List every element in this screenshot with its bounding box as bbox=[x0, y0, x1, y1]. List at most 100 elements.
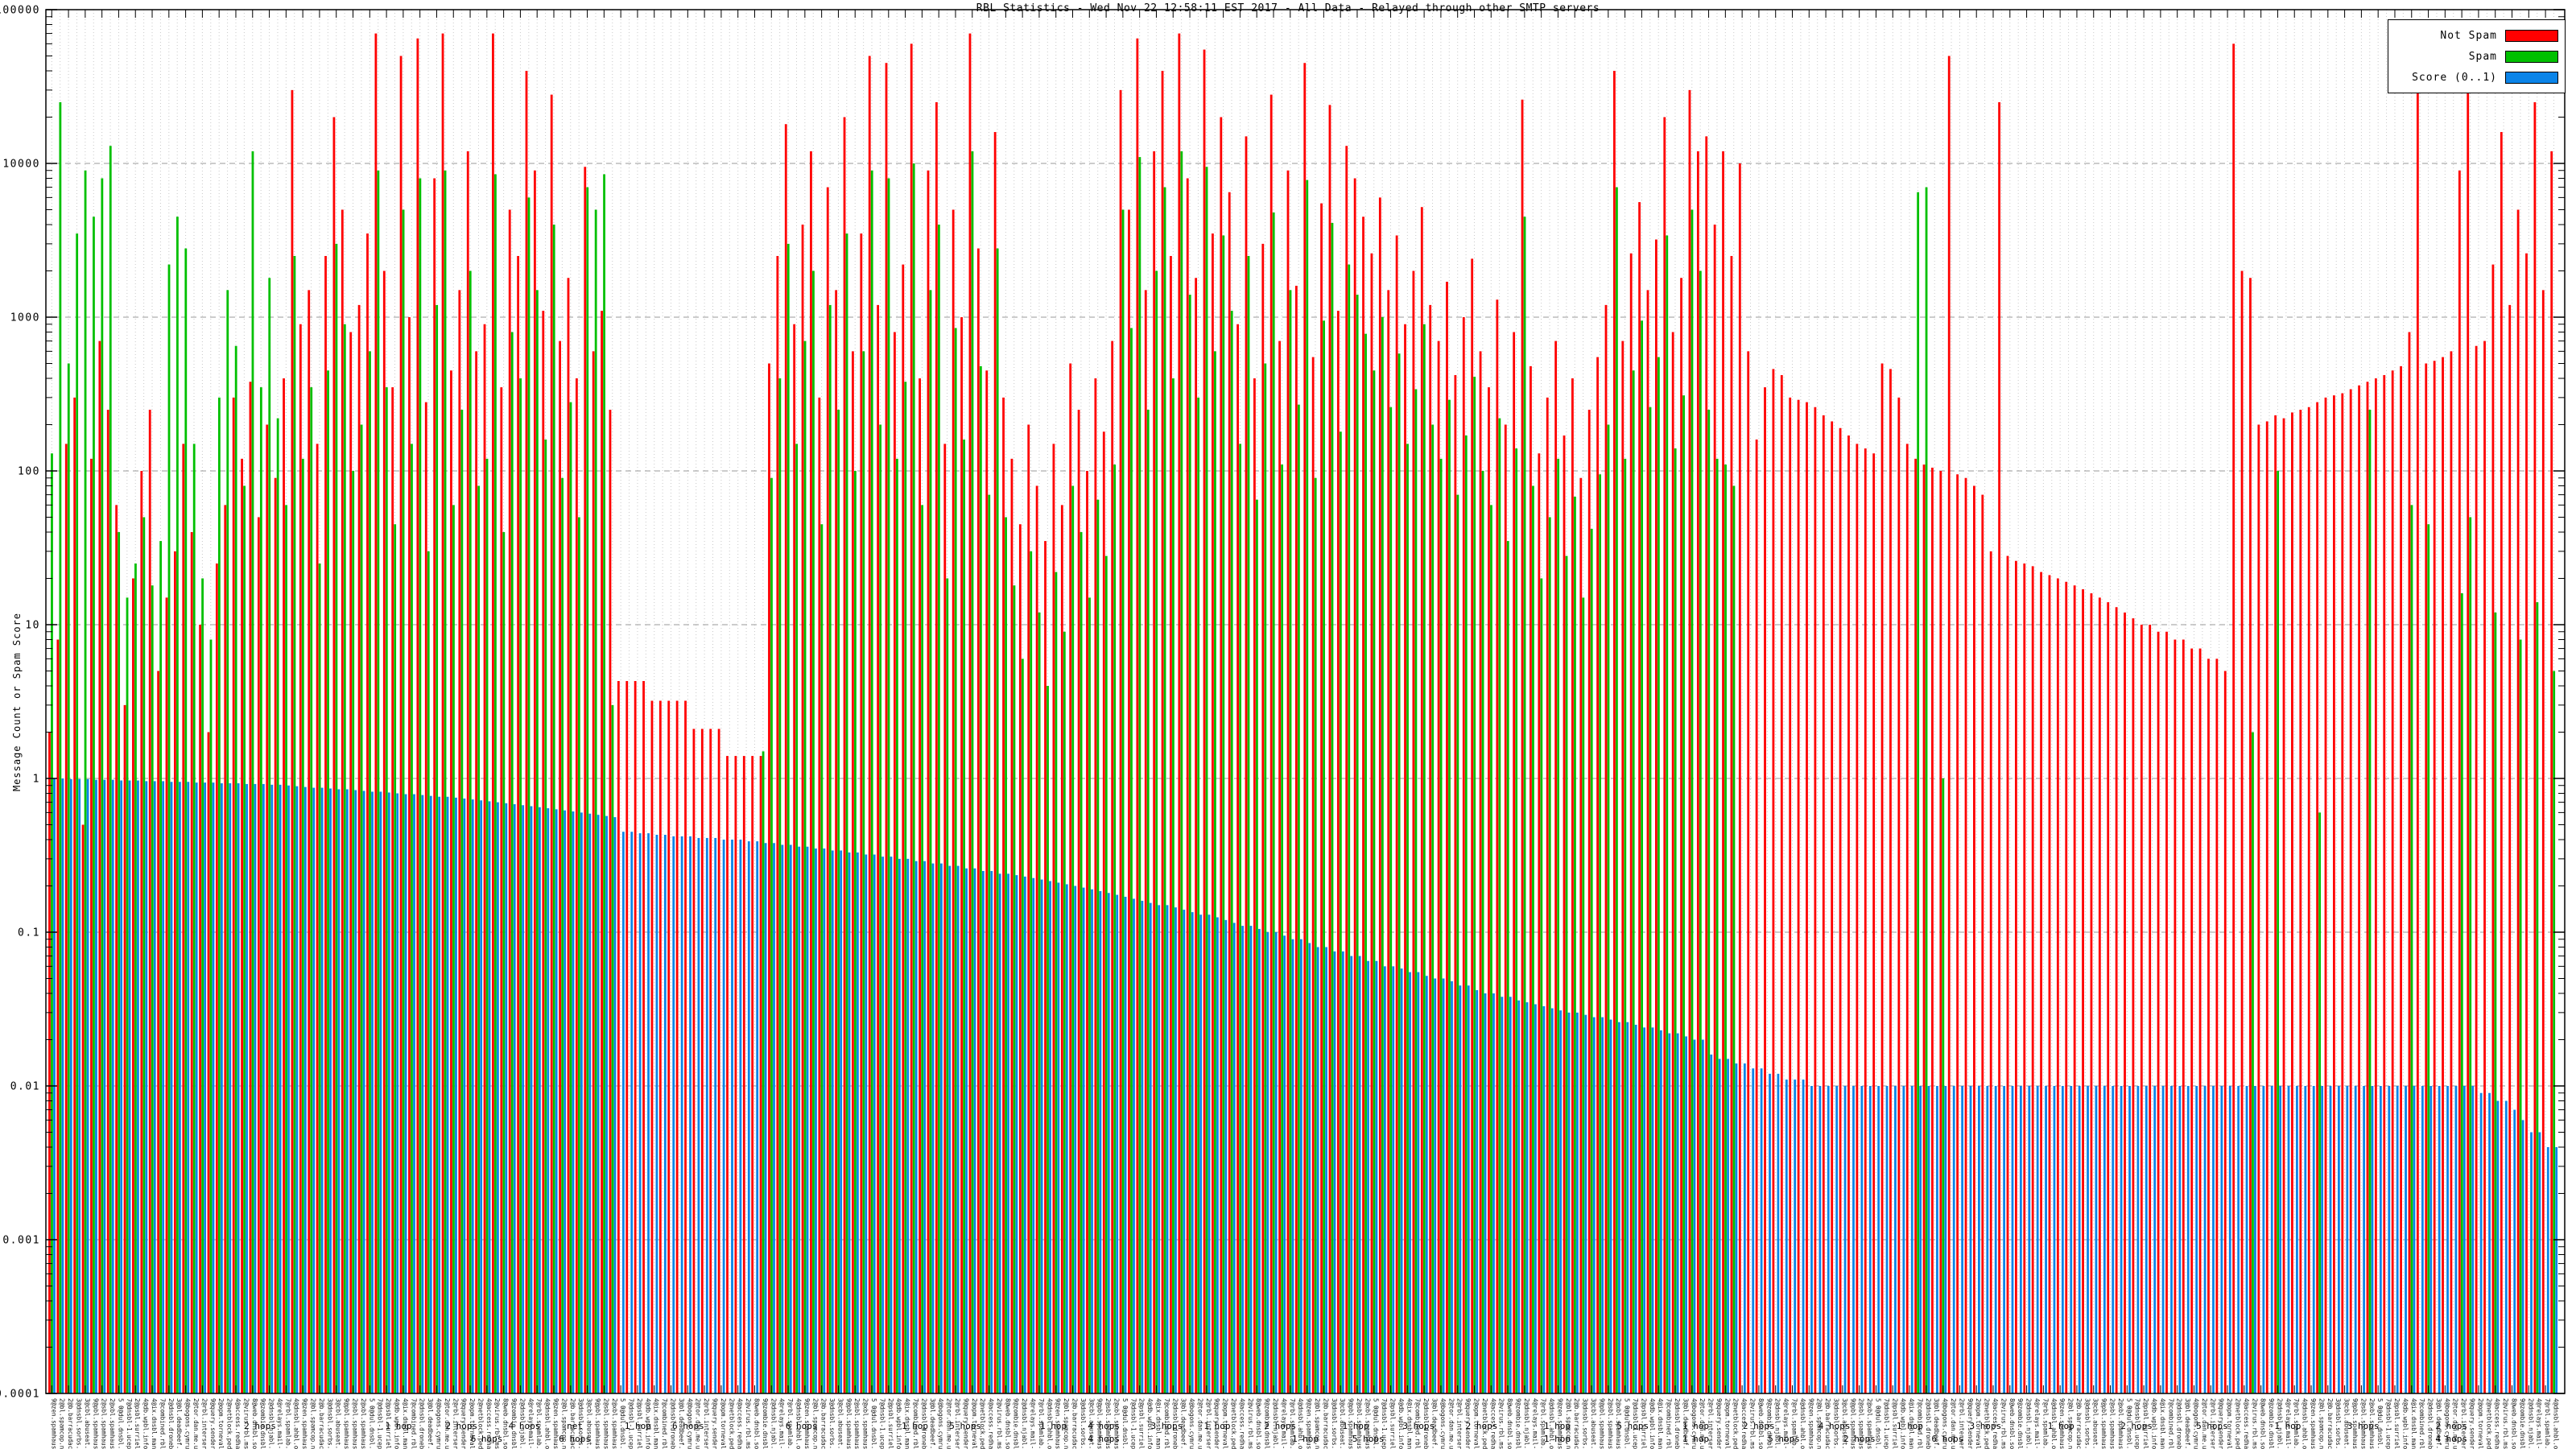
svg-text:2@psbl.surriel.com 5 hops: 2@psbl.surriel.com 5 hops bbox=[1640, 1398, 1647, 1449]
svg-text:9@zombie.dnsbl.sorbs.net 1 hop: 9@zombie.dnsbl.sorbs.net 1 hop bbox=[1264, 1398, 1271, 1449]
svg-text:2@sbl.spamhaus.org 1 hop: 2@sbl.spamhaus.org 1 hop bbox=[1104, 1398, 1112, 1449]
svg-text:2@netblock.pedantic.org 5 hops: 2@netblock.pedantic.org 5 hops bbox=[2485, 1398, 2492, 1449]
svg-text:3@cbl.abuseat.org 4 hops: 3@cbl.abuseat.org 4 hops bbox=[1841, 1398, 1848, 1449]
svg-text:7@dnsbl-1.uceprotect.net 1 hop: 7@dnsbl-1.uceprotect.net 1 hop bbox=[1381, 1398, 1388, 1449]
svg-text:2@netblock.pedantic.org 5 hops: 2@netblock.pedantic.org 5 hops bbox=[1481, 1398, 1488, 1449]
svg-text:3@bl.deadbeef.com 2 hops: 3@bl.deadbeef.com 2 hops bbox=[1180, 1398, 1187, 1449]
svg-text:2@rbl.interserver.net 4 hops: 2@rbl.interserver.net 4 hops bbox=[200, 1398, 208, 1449]
svg-text:9@query.senderbase.org 1 hop: 9@query.senderbase.org 1 hop bbox=[2218, 1398, 2225, 1449]
svg-text:3@bl.deadbeef.com 2 hops: 3@bl.deadbeef.com 2 hops bbox=[2184, 1398, 2191, 1449]
svg-text:8@web.dnsbl.sorbs.net 2 hops: 8@web.dnsbl.sorbs.net 2 hops bbox=[251, 1398, 258, 1449]
svg-text:3@cbl.abuseat.org 4 hops: 3@cbl.abuseat.org 4 hops bbox=[1088, 1398, 1095, 1449]
svg-text:3 hops: 3 hops bbox=[1969, 1421, 2001, 1431]
svg-text:8@web.dnsbl.sorbs.net 2 hops: 8@web.dnsbl.sorbs.net 2 hops bbox=[1004, 1398, 1011, 1449]
svg-text:3@cbl.abuseat.org 4 hops: 3@cbl.abuseat.org 4 hops bbox=[1339, 1398, 1346, 1449]
svg-text:3@dnsbl.sorbs.net 1 hop: 3@dnsbl.sorbs.net 1 hop bbox=[1331, 1398, 1338, 1449]
svg-text:2@tor.dan.me.uk 1 hop: 2@tor.dan.me.uk 1 hop bbox=[444, 1398, 451, 1449]
svg-text:9@zombie.dnsbl.sorbs.net 1 hop: 9@zombie.dnsbl.sorbs.net 1 hop bbox=[259, 1398, 266, 1449]
svg-text:2@psbl.surriel.com 5 hops: 2@psbl.surriel.com 5 hops bbox=[1891, 1398, 1898, 1449]
svg-text:7@combined.rbl.msrbl.net 3 hop: 7@combined.rbl.msrbl.net 3 hops bbox=[2167, 1398, 2174, 1449]
svg-text:2@netblock.pedantic.org 5 hops: 2@netblock.pedantic.org 5 hops bbox=[1732, 1398, 1740, 1449]
svg-text:7@combined.rbl.msrbl.net 3 hop: 7@combined.rbl.msrbl.net 3 hops bbox=[661, 1398, 668, 1449]
svg-text:2@b.barracudacentral.org 3 hop: 2@b.barracudacentral.org 3 hops bbox=[67, 1398, 74, 1449]
svg-text:1 hop: 1 hop bbox=[625, 1421, 651, 1431]
svg-text:3@cbl.abuseat.org 4 hops: 3@cbl.abuseat.org 4 hops bbox=[335, 1398, 342, 1449]
svg-text:2@dnsbl.njabl.org 4 hops: 2@dnsbl.njabl.org 4 hops bbox=[1774, 1398, 1781, 1449]
svg-text:9@zen.spamhaus.org 1 hop: 9@zen.spamhaus.org 1 hop bbox=[1055, 1398, 1062, 1449]
svg-text:2@b.barracudacentral.org 3 hop: 2@b.barracudacentral.org 3 hops bbox=[1071, 1398, 1079, 1449]
svg-text:2@tor.dan.me.uk 1 hop: 2@tor.dan.me.uk 1 hop bbox=[2452, 1398, 2459, 1449]
svg-text:3@bl.deadbeef.com 2 hops: 3@bl.deadbeef.com 2 hops bbox=[929, 1398, 936, 1449]
svg-text:2@psbl.surriel.com 5 hops: 2@psbl.surriel.com 5 hops bbox=[2142, 1398, 2149, 1449]
svg-text:2@dnsbl.njabl.org 4 hops: 2@dnsbl.njabl.org 4 hops bbox=[268, 1398, 275, 1449]
svg-text:4@ix.dnsbl.manitu.net 1 hop: 4@ix.dnsbl.manitu.net 1 hop bbox=[653, 1398, 660, 1449]
svg-text:2@rbl.interserver.net 4 hops: 2@rbl.interserver.net 4 hops bbox=[452, 1398, 459, 1449]
svg-text:2@tor.dan.me.uk 1 hop: 2@tor.dan.me.uk 1 hop bbox=[1196, 1398, 1203, 1449]
svg-text:3@bl.deadbeef.com 2 hops: 3@bl.deadbeef.com 2 hops bbox=[1933, 1398, 1940, 1449]
svg-text:2@tor.dan.me.uk 1 hop: 2@tor.dan.me.uk 1 hop bbox=[1699, 1398, 1706, 1449]
svg-text:4@db.wpbl.info 2 hops: 4@db.wpbl.info 2 hops bbox=[1900, 1398, 1907, 1449]
svg-text:0.1: 0.1 bbox=[18, 927, 40, 939]
svg-text:9@pbl.spamhaus.org 2 hops: 9@pbl.spamhaus.org 2 hops bbox=[1348, 1398, 1355, 1449]
svg-text:4@db.wpbl.info 2 hops: 4@db.wpbl.info 2 hops bbox=[644, 1398, 651, 1449]
svg-text:2@bl.spamcop.net 2 hops: 2@bl.spamcop.net 2 hops bbox=[310, 1398, 317, 1449]
svg-text:4@db.wpbl.info 2 hops: 4@db.wpbl.info 2 hops bbox=[2401, 1398, 2409, 1449]
svg-text:2@dnsbl.dronebl.org 1 hop: 2@dnsbl.dronebl.org 1 hop bbox=[167, 1398, 175, 1449]
svg-text:2@bl.spamcop.net 2 hops: 2@bl.spamcop.net 2 hops bbox=[1063, 1398, 1070, 1449]
svg-text:4@relays.mail-abuse.org 2 hops: 4@relays.mail-abuse.org 2 hops bbox=[1030, 1398, 1037, 1449]
svg-text:2@dnsbl.njabl.org 4 hops: 2@dnsbl.njabl.org 4 hops bbox=[2025, 1398, 2033, 1449]
svg-text:100000: 100000 bbox=[0, 5, 40, 17]
svg-text:4@relays.mail-abuse.org 2 hops: 4@relays.mail-abuse.org 2 hops bbox=[2033, 1398, 2041, 1449]
legend-label-score: Score (0..1) bbox=[2412, 71, 2497, 84]
svg-text:7@rbl.spamlab.com 1 hop: 7@rbl.spamlab.com 1 hop bbox=[2293, 1398, 2300, 1449]
svg-text:3@dnsbl.sorbs.net 1 hop: 3@dnsbl.sorbs.net 1 hop bbox=[326, 1398, 333, 1449]
svg-text:2 hops: 2 hops bbox=[2120, 1421, 2153, 1431]
svg-text:4@bogons.cymru.com 6 hops: 4@bogons.cymru.com 6 hops bbox=[1690, 1398, 1698, 1449]
svg-text:net: net bbox=[567, 1421, 583, 1431]
svg-text:2@rbl.interserver.net 4 hops: 2@rbl.interserver.net 4 hops bbox=[2209, 1398, 2216, 1449]
svg-text:3@dnsbl.sorbs.net 1 hop: 3@dnsbl.sorbs.net 1 hop bbox=[1832, 1398, 1839, 1449]
svg-text:2@dnsbl.dronebl.org 1 hop: 2@dnsbl.dronebl.org 1 hop bbox=[419, 1398, 426, 1449]
svg-text:3 hops: 3 hops bbox=[1151, 1421, 1183, 1431]
svg-text:2@opm.tornevall.org 2 hops: 2@opm.tornevall.org 2 hops bbox=[2226, 1398, 2233, 1449]
svg-text:4@bogons.cymru.com 6 hops: 4@bogons.cymru.com 6 hops bbox=[1439, 1398, 1447, 1449]
svg-text:2@bl.spamcop.net 2 hops: 2@bl.spamcop.net 2 hops bbox=[2318, 1398, 2325, 1449]
svg-text:2@sbl.spamhaus.org 1 hop: 2@sbl.spamhaus.org 1 hop bbox=[1858, 1398, 1865, 1449]
svg-text:2@xbl.spamhaus.org 6 hops: 2@xbl.spamhaus.org 6 hops bbox=[2117, 1398, 2124, 1449]
svg-text:9@zombie.dnsbl.sorbs.net 1 hop: 9@zombie.dnsbl.sorbs.net 1 hop bbox=[1013, 1398, 1020, 1449]
svg-text:4 hops: 4 hops bbox=[1088, 1434, 1120, 1444]
svg-text:2@dnsbl.dronebl.org 1 hop: 2@dnsbl.dronebl.org 1 hop bbox=[1925, 1398, 1932, 1449]
svg-text:0.01: 0.01 bbox=[10, 1081, 40, 1093]
legend-row-spam: Spam bbox=[2393, 46, 2558, 67]
svg-text:2@tor.dan.me.uk 1 hop: 2@tor.dan.me.uk 1 hop bbox=[946, 1398, 953, 1449]
svg-text:2@dnsbl.dronebl.org 1 hop: 2@dnsbl.dronebl.org 1 hop bbox=[2427, 1398, 2434, 1449]
svg-text:2@b.barracudacentral.org 3 hop: 2@b.barracudacentral.org 3 hops bbox=[1824, 1398, 1831, 1449]
svg-text:8@web.dnsbl.sorbs.net 2 hops: 8@web.dnsbl.sorbs.net 2 hops bbox=[502, 1398, 510, 1449]
svg-text:9@zombie.dnsbl.sorbs.net 1 hop: 9@zombie.dnsbl.sorbs.net 1 hop bbox=[1514, 1398, 1521, 1449]
svg-text:4@access.redhawk.org 1 hop: 4@access.redhawk.org 1 hop bbox=[485, 1398, 493, 1449]
svg-text:2@sbl.spamhaus.org 1 hop: 2@sbl.spamhaus.org 1 hop bbox=[2359, 1398, 2367, 1449]
svg-text:5 hops: 5 hops bbox=[949, 1421, 981, 1431]
svg-text:2@bl.spamcop.net 2 hops: 2@bl.spamcop.net 2 hops bbox=[1816, 1398, 1823, 1449]
svg-text:9@query.senderbase.org 1 hop: 9@query.senderbase.org 1 hop bbox=[2469, 1398, 2476, 1449]
svg-text:2@opm.tornevall.org 2 hops: 2@opm.tornevall.org 2 hops bbox=[1222, 1398, 1229, 1449]
chart-title: RBL Statistics - Wed Nov 22 12:58:11 EST… bbox=[976, 2, 1600, 14]
svg-text:1 hop: 1 hop bbox=[1292, 1434, 1319, 1444]
svg-text:9@zen.spamhaus.org 1 hop: 9@zen.spamhaus.org 1 hop bbox=[803, 1398, 811, 1449]
svg-text:3@cbl.abuseat.org 4 hops: 3@cbl.abuseat.org 4 hops bbox=[586, 1398, 593, 1449]
svg-text:10: 10 bbox=[25, 620, 40, 632]
svg-text:3@cbl.abuseat.org 4 hops: 3@cbl.abuseat.org 4 hops bbox=[836, 1398, 844, 1449]
svg-text:4@dnsbl.ahbl.org 5 hops: 4@dnsbl.ahbl.org 5 hops bbox=[1548, 1398, 1555, 1449]
svg-text:2@netblock.pedantic.org 5 hops: 2@netblock.pedantic.org 5 hops bbox=[1230, 1398, 1237, 1449]
svg-text:7@combined.rbl.msrbl.net 3 hop: 7@combined.rbl.msrbl.net 3 hops bbox=[410, 1398, 417, 1449]
svg-text:2@xbl.spamhaus.org 6 hops: 2@xbl.spamhaus.org 6 hops bbox=[109, 1398, 116, 1449]
svg-text:5 0@dul.dnsbl.sorbs.net 2 hops: 5 0@dul.dnsbl.sorbs.net 2 hops bbox=[2376, 1398, 2384, 1449]
svg-text:2@dnsbl.njabl.org 4 hops: 2@dnsbl.njabl.org 4 hops bbox=[770, 1398, 777, 1449]
svg-text:3@dnsbl.sorbs.net 1 hop: 3@dnsbl.sorbs.net 1 hop bbox=[1080, 1398, 1087, 1449]
svg-text:3@dnsbl.sorbs.net 1 hop: 3@dnsbl.sorbs.net 1 hop bbox=[1582, 1398, 1589, 1449]
svg-text:2 hops: 2 hops bbox=[1743, 1421, 1775, 1431]
svg-text:3@bl.deadbeef.com 2 hops: 3@bl.deadbeef.com 2 hops bbox=[427, 1398, 434, 1449]
svg-text:4@relays.mail-abuse.org 2 hops: 4@relays.mail-abuse.org 2 hops bbox=[276, 1398, 283, 1449]
svg-text:9@pbl.spamhaus.org 2 hops: 9@pbl.spamhaus.org 2 hops bbox=[343, 1398, 350, 1449]
svg-text:9@pbl.spamhaus.org 2 hops: 9@pbl.spamhaus.org 2 hops bbox=[1096, 1398, 1104, 1449]
